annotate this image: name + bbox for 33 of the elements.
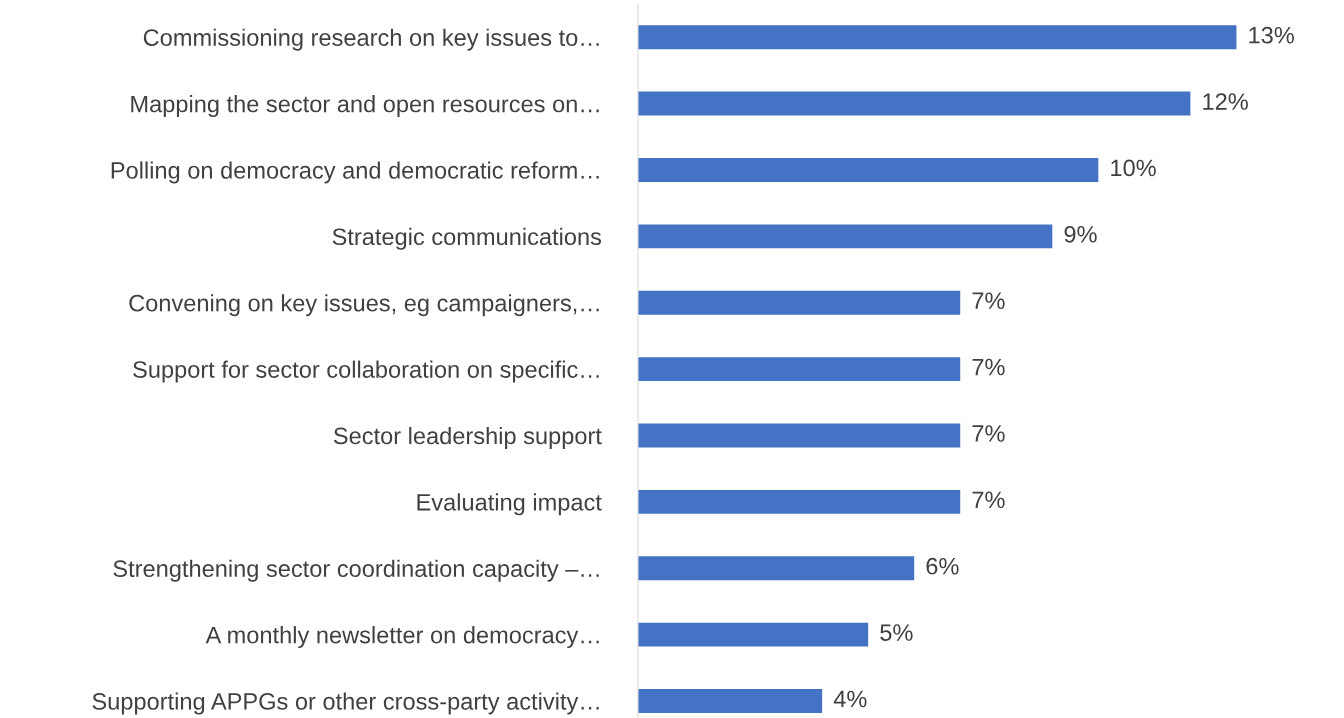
y-tick-label: Support for sector collaboration on specific… bbox=[133, 360, 599, 383]
bar bbox=[638, 290, 961, 315]
data-label: 12% bbox=[1203, 93, 1248, 110]
y-tick-label: Commissioning research on key issues to… bbox=[143, 28, 599, 51]
bar bbox=[638, 489, 961, 514]
data-label: 7% bbox=[972, 358, 1005, 376]
data-label: 13% bbox=[1249, 26, 1294, 44]
bar bbox=[638, 25, 1237, 50]
y-tick-label: Polling on democracy and democratic reform… bbox=[111, 161, 599, 184]
bar bbox=[638, 91, 1191, 116]
y-tick-label: Mapping the sector and open resources on… bbox=[131, 95, 599, 118]
y-tick-label: Strengthening sector coordination capacity –… bbox=[113, 559, 599, 582]
bar bbox=[638, 357, 961, 382]
bar bbox=[638, 689, 823, 713]
y-tick-label: Strategic communications bbox=[332, 227, 602, 250]
y-tick-label: Evaluating impact bbox=[417, 493, 602, 516]
data-label: 4% bbox=[833, 690, 867, 708]
bar bbox=[638, 224, 1053, 249]
y-tick-label: A monthly newsletter on democracy… bbox=[205, 626, 599, 649]
y-tick-label: Convening on key issues, eg campaigners,… bbox=[129, 294, 599, 317]
bar bbox=[638, 622, 869, 647]
data-label: 7% bbox=[972, 292, 1005, 309]
y-tick-label: Sector leadership support bbox=[333, 426, 602, 449]
bar bbox=[638, 556, 915, 581]
data-label: 9% bbox=[1064, 225, 1097, 243]
y-tick-label: Supporting APPGs or other cross-party activity… bbox=[92, 692, 599, 715]
data-label: 7% bbox=[972, 425, 1005, 442]
data-label: 5% bbox=[880, 624, 913, 641]
data-label: 10% bbox=[1111, 159, 1156, 177]
data-label: 7% bbox=[972, 491, 1005, 509]
bar bbox=[638, 423, 961, 448]
data-label: 6% bbox=[926, 557, 959, 575]
bar bbox=[638, 158, 1099, 182]
